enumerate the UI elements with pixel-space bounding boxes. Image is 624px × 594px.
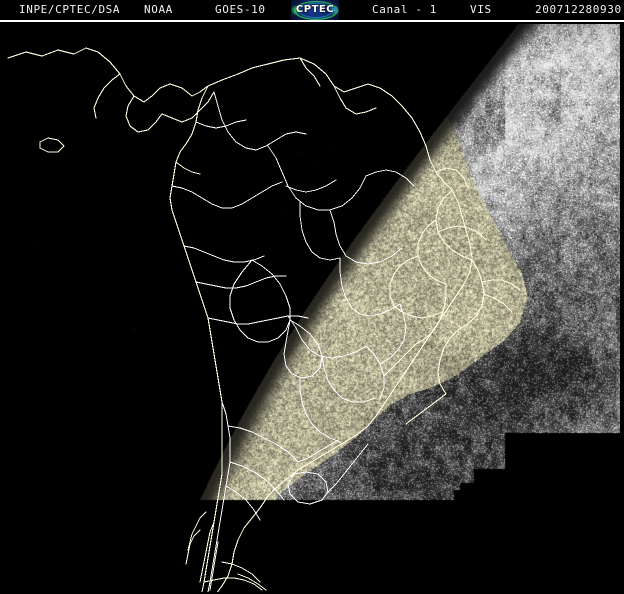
frame-edge-left	[0, 22, 3, 594]
frame-edge-top	[0, 22, 624, 24]
satellite-image-frame	[0, 22, 624, 594]
header-satellite-label: GOES-10	[215, 3, 266, 16]
frame-edge-right	[620, 22, 624, 594]
logo-ring-inner-icon	[299, 3, 333, 18]
frame-edge-bottom	[0, 592, 624, 594]
header-timestamp-label: 200712280930	[535, 3, 622, 16]
header-institute-label: INPE/CPTEC/DSA	[19, 3, 121, 16]
cptec-logo-text: CPTEC	[295, 4, 335, 15]
header-channel-label: Canal - 1	[372, 3, 438, 16]
header-separator-rule	[0, 20, 624, 22]
header-agency-label: NOAA	[144, 3, 173, 16]
image-header-bar: INPE/CPTEC/DSA NOAA GOES-10 CPTEC Canal …	[0, 0, 624, 20]
logo-ring-outer-icon	[294, 1, 338, 20]
satellite-raster-image	[0, 22, 624, 594]
header-spectrum-label: VIS	[470, 3, 492, 16]
cptec-logo: CPTEC	[291, 0, 339, 20]
